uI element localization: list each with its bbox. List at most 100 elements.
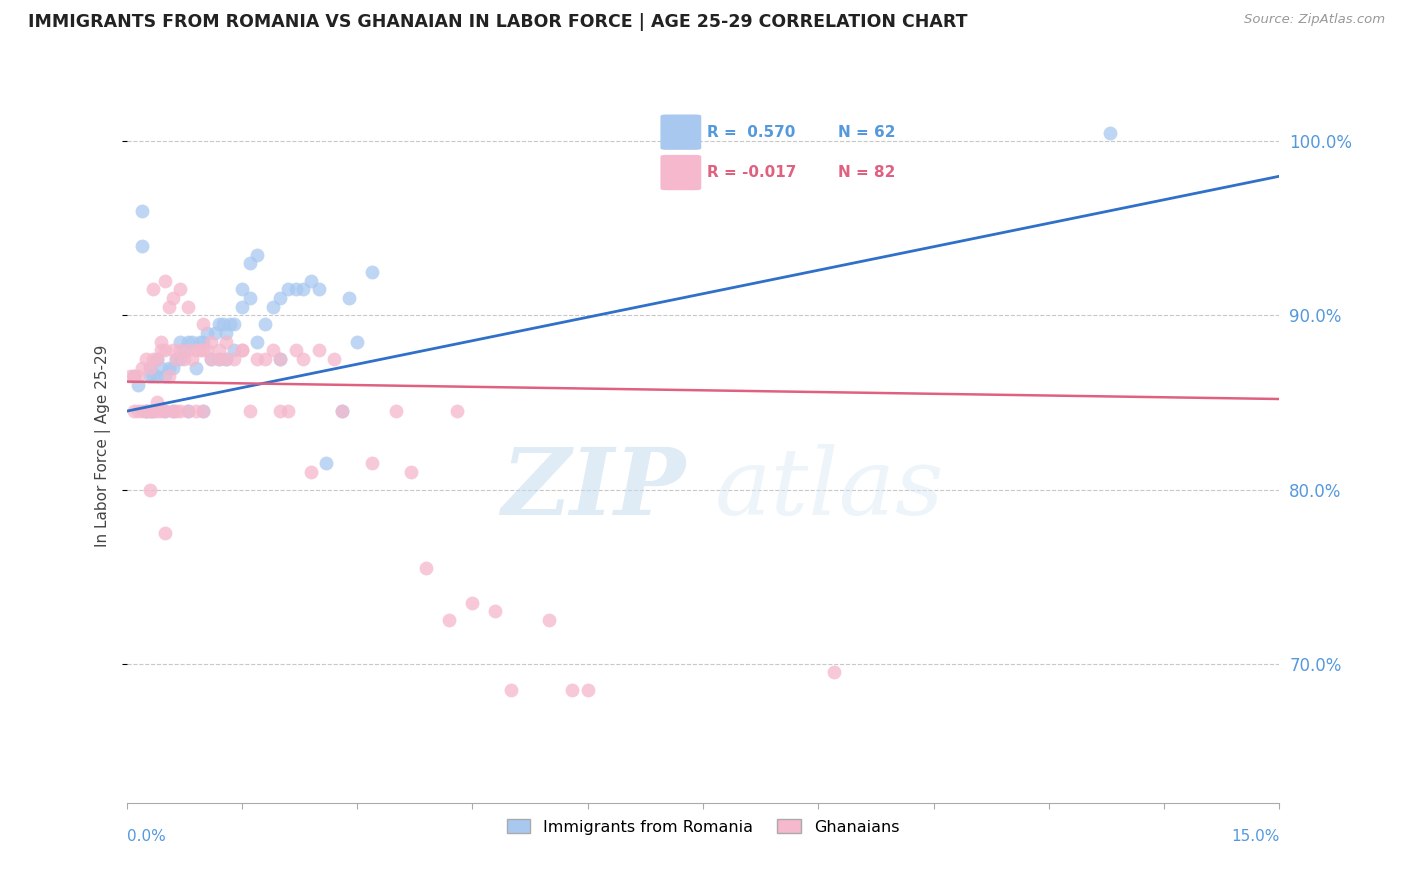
Point bbox=[195, 326, 218, 340]
Point bbox=[484, 604, 506, 618]
Point bbox=[219, 317, 242, 331]
Point bbox=[142, 369, 165, 384]
Point bbox=[211, 317, 233, 331]
Point bbox=[224, 317, 246, 331]
Point bbox=[138, 360, 160, 375]
Point bbox=[127, 404, 149, 418]
Point bbox=[193, 404, 215, 418]
Point bbox=[253, 351, 276, 366]
Point bbox=[153, 404, 176, 418]
Text: R =  0.570: R = 0.570 bbox=[707, 125, 796, 140]
Point bbox=[823, 665, 845, 680]
Point bbox=[323, 351, 346, 366]
Point bbox=[146, 351, 169, 366]
FancyBboxPatch shape bbox=[661, 155, 702, 190]
Point bbox=[162, 360, 184, 375]
Point bbox=[127, 369, 149, 384]
Point bbox=[177, 334, 200, 349]
Point bbox=[193, 317, 215, 331]
Point bbox=[166, 404, 188, 418]
Text: 0.0%: 0.0% bbox=[127, 829, 166, 844]
Point bbox=[120, 369, 142, 384]
Y-axis label: In Labor Force | Age 25-29: In Labor Force | Age 25-29 bbox=[94, 345, 111, 547]
Point bbox=[292, 282, 315, 296]
Point bbox=[215, 326, 238, 340]
Point bbox=[200, 334, 222, 349]
Point bbox=[166, 351, 188, 366]
Text: N = 62: N = 62 bbox=[838, 125, 896, 140]
Point bbox=[150, 360, 173, 375]
Point bbox=[193, 334, 215, 349]
Point bbox=[384, 404, 406, 418]
Point bbox=[135, 404, 157, 418]
Point bbox=[184, 360, 207, 375]
Point bbox=[180, 351, 202, 366]
Point bbox=[499, 682, 522, 697]
Text: ZIP: ZIP bbox=[502, 444, 686, 533]
Point bbox=[177, 300, 200, 314]
Point bbox=[446, 404, 468, 418]
Point bbox=[131, 360, 153, 375]
Point bbox=[162, 404, 184, 418]
Point bbox=[135, 404, 157, 418]
Point bbox=[162, 291, 184, 305]
Point bbox=[308, 343, 330, 358]
Point bbox=[277, 404, 299, 418]
Point bbox=[146, 404, 169, 418]
Point bbox=[162, 404, 184, 418]
Point bbox=[200, 351, 222, 366]
Point bbox=[262, 300, 284, 314]
Point bbox=[330, 404, 353, 418]
Point bbox=[169, 282, 191, 296]
Point bbox=[180, 334, 202, 349]
Point bbox=[142, 351, 165, 366]
Point bbox=[153, 343, 176, 358]
Point bbox=[193, 343, 215, 358]
Point bbox=[138, 369, 160, 384]
Point bbox=[157, 360, 180, 375]
Point bbox=[561, 682, 583, 697]
Point bbox=[122, 404, 145, 418]
Point bbox=[315, 457, 337, 471]
Point bbox=[173, 351, 195, 366]
Point bbox=[284, 282, 307, 296]
Point bbox=[215, 351, 238, 366]
Point bbox=[131, 239, 153, 253]
Point bbox=[138, 360, 160, 375]
Point bbox=[399, 465, 422, 479]
Point bbox=[184, 343, 207, 358]
Point bbox=[177, 404, 200, 418]
Point bbox=[135, 351, 157, 366]
Point bbox=[122, 369, 145, 384]
Point bbox=[173, 343, 195, 358]
Point bbox=[269, 404, 291, 418]
Point bbox=[576, 682, 599, 697]
Point bbox=[153, 526, 176, 541]
Point bbox=[231, 343, 253, 358]
Point bbox=[224, 343, 246, 358]
Point bbox=[339, 291, 361, 305]
Point bbox=[142, 282, 165, 296]
Point bbox=[215, 351, 238, 366]
Point bbox=[153, 369, 176, 384]
Point bbox=[138, 404, 160, 418]
Point bbox=[538, 613, 561, 627]
Point bbox=[146, 395, 169, 409]
Point bbox=[200, 351, 222, 366]
Point bbox=[461, 596, 484, 610]
Point bbox=[208, 351, 231, 366]
Point bbox=[122, 369, 145, 384]
Point bbox=[153, 274, 176, 288]
Point bbox=[138, 404, 160, 418]
Point bbox=[150, 343, 173, 358]
Text: R = -0.017: R = -0.017 bbox=[707, 165, 796, 180]
Point bbox=[415, 561, 437, 575]
Point bbox=[238, 291, 260, 305]
Point bbox=[246, 247, 269, 261]
Point bbox=[169, 404, 191, 418]
Point bbox=[208, 351, 231, 366]
Point bbox=[193, 404, 215, 418]
Point bbox=[169, 351, 191, 366]
Point bbox=[262, 343, 284, 358]
Text: N = 82: N = 82 bbox=[838, 165, 896, 180]
